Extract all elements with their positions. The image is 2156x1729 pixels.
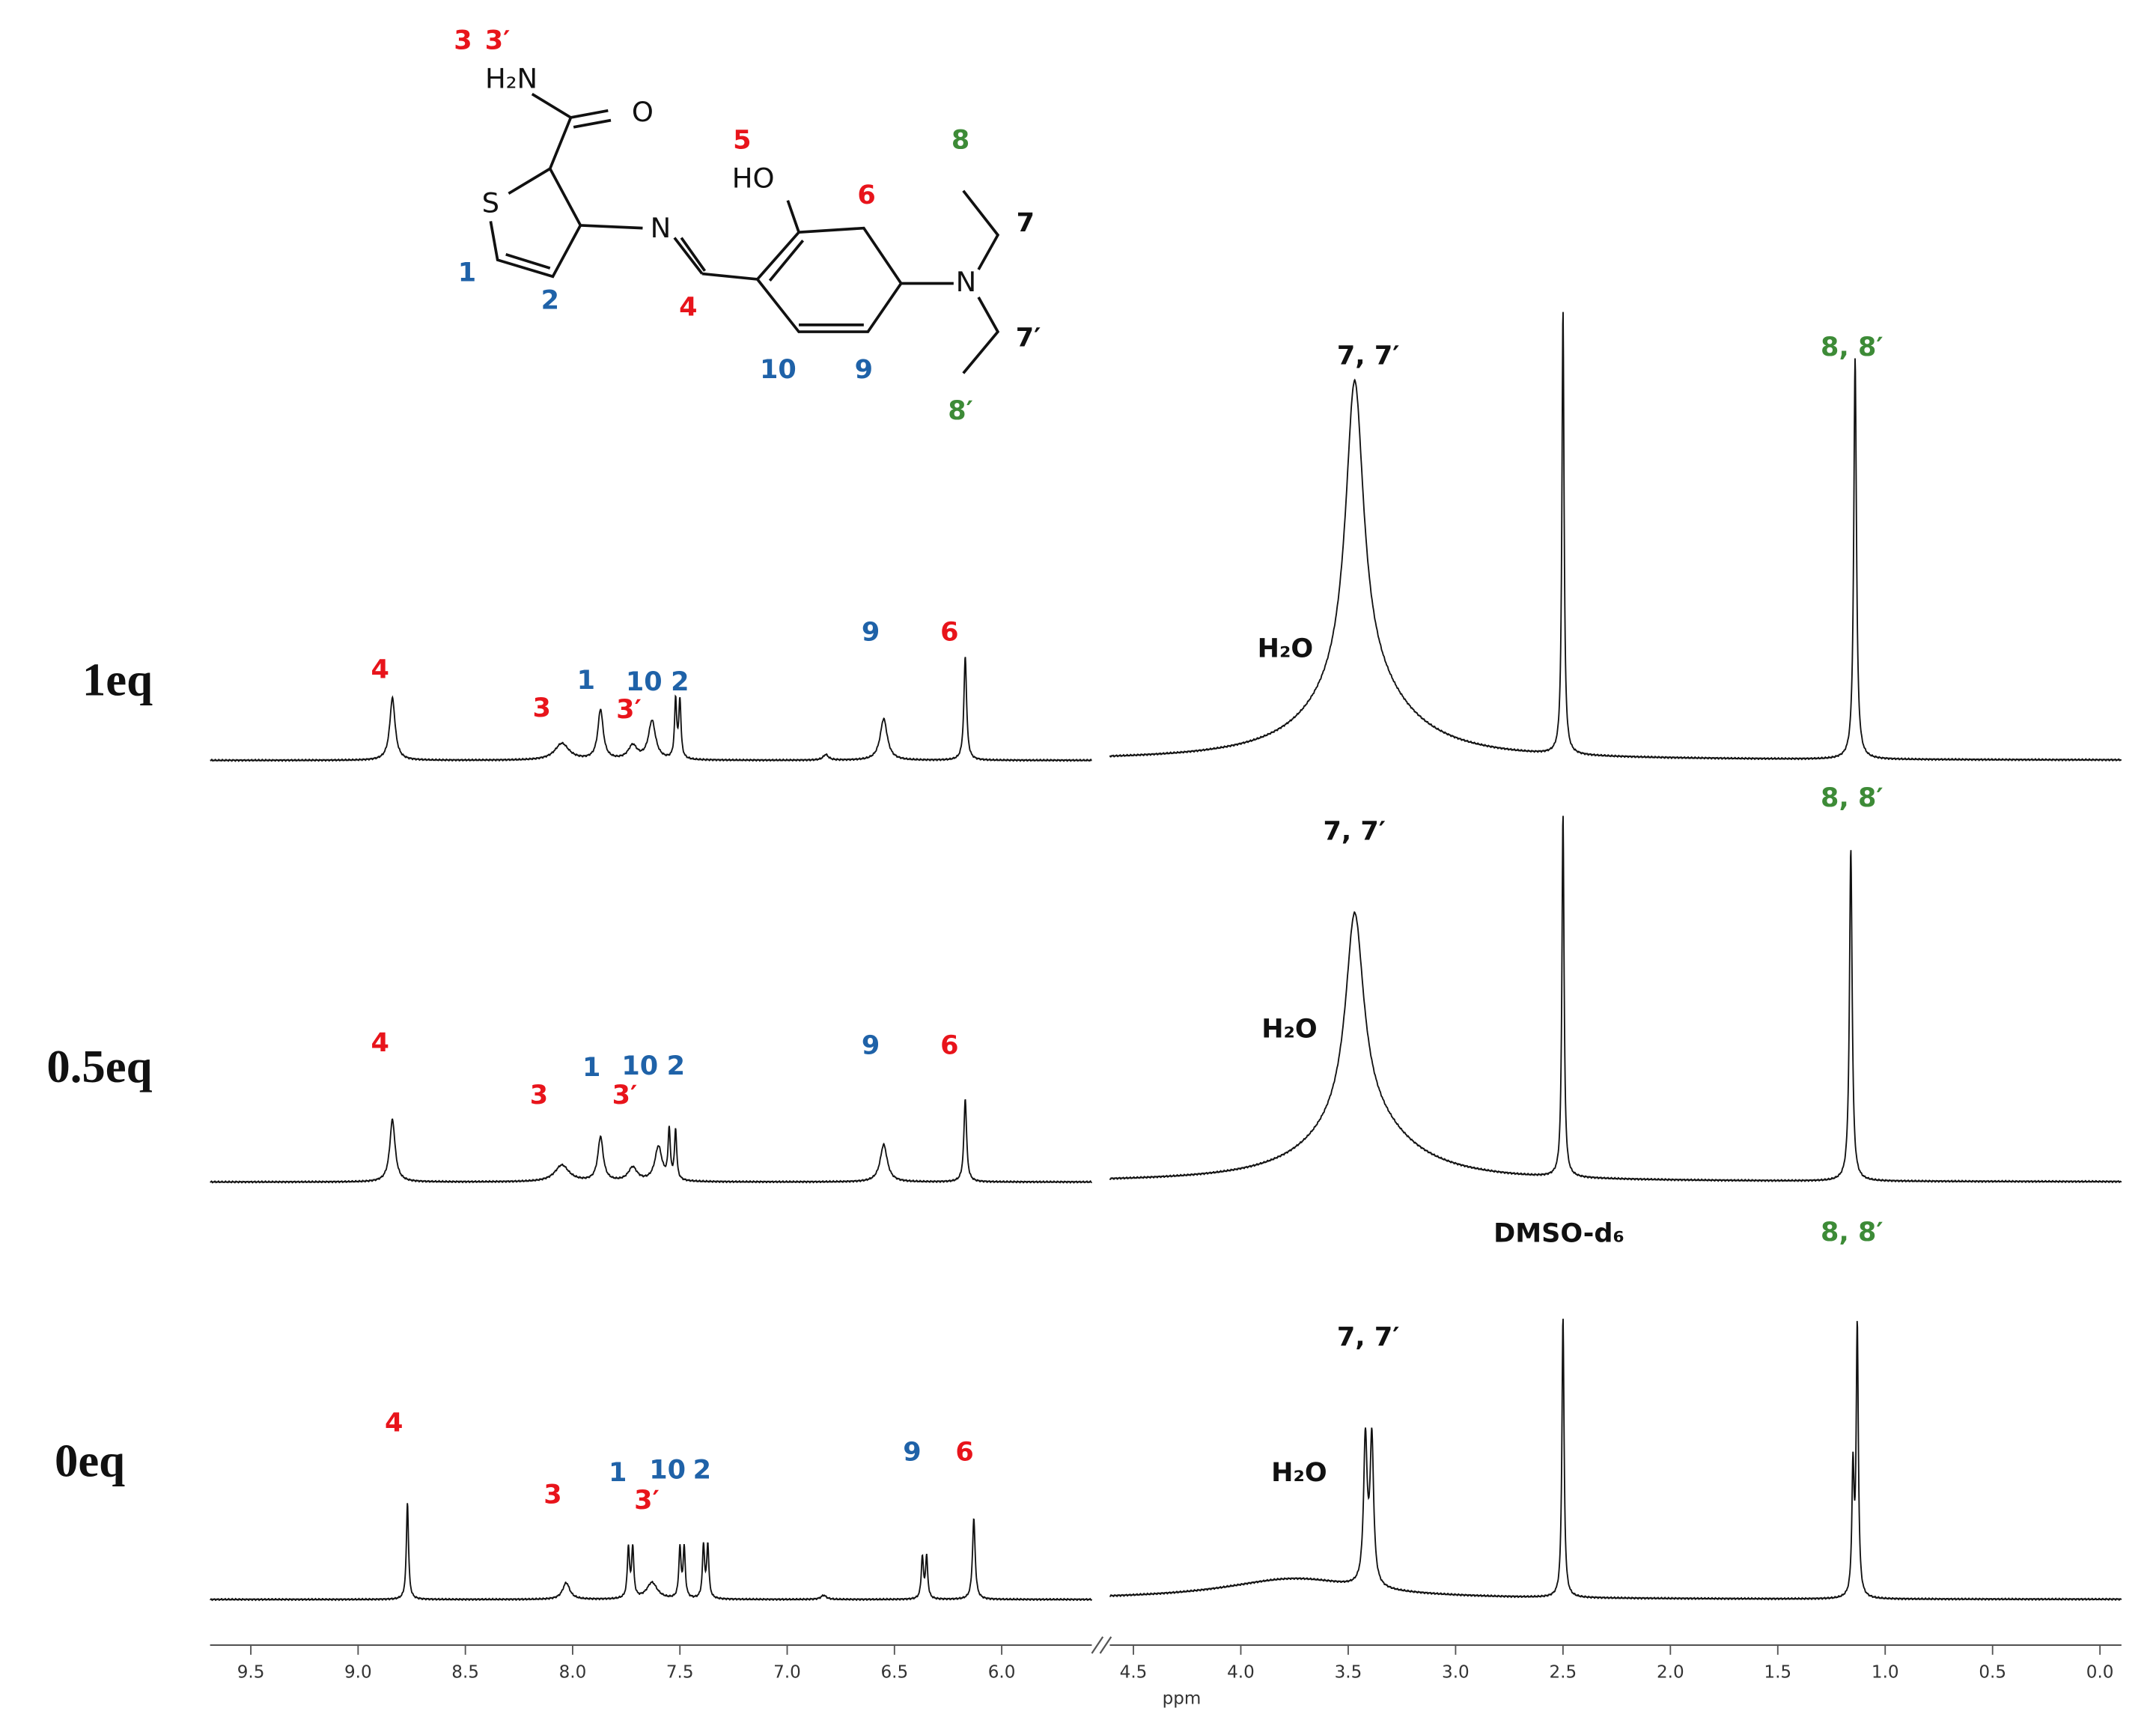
peak-label: 2 — [671, 666, 689, 697]
peak-label: H₂O — [1261, 1013, 1318, 1044]
spectrum-trace — [1109, 1319, 2122, 1602]
peak-label: 3 — [530, 1080, 548, 1110]
bonds — [489, 92, 1000, 374]
atom-number: 7′ — [1016, 322, 1041, 353]
peak-label: 10 — [626, 666, 663, 697]
x-tick-label: 8.5 — [451, 1662, 479, 1682]
structure: H₂N O S N HO N — [482, 63, 1000, 374]
peak-label: 3′ — [616, 694, 642, 725]
atom-number: 9 — [855, 354, 873, 385]
atom-label: N — [651, 212, 672, 244]
peak-label: 7, 7′ — [1337, 1322, 1400, 1352]
x-tick-label: 1.5 — [1764, 1662, 1791, 1682]
peak-label: 4 — [371, 1027, 389, 1058]
atom-number: 2 — [541, 285, 559, 315]
spectrum-name: 0eq — [55, 1434, 125, 1486]
peak-label: 8, 8′ — [1821, 332, 1884, 362]
peak-label: 9 — [903, 1436, 921, 1467]
peak-label: 6 — [940, 1030, 958, 1061]
peak-label: 10 — [649, 1454, 686, 1485]
peak-label: 6 — [940, 617, 958, 648]
peak-label: 1 — [582, 1052, 600, 1083]
x-tick-label: 4.0 — [1227, 1662, 1255, 1682]
peak-label: H₂O — [1271, 1457, 1327, 1488]
atom-number: 8 — [951, 124, 969, 155]
atom-number: 7 — [1017, 207, 1035, 238]
peak-label: DMSO-d₆ — [1493, 1218, 1624, 1249]
peak-label: 4 — [371, 654, 389, 684]
peak-label: 1 — [577, 665, 595, 696]
x-tick-label: 4.5 — [1120, 1662, 1148, 1682]
peak-label: 9 — [862, 1030, 880, 1061]
atom-label: S — [482, 187, 499, 219]
x-tick-label: 9.0 — [344, 1662, 372, 1682]
atom-label: HO — [732, 162, 775, 195]
peak-label: 3 — [532, 693, 550, 723]
spectrum-trace — [1109, 312, 2122, 762]
atom-label: O — [632, 96, 654, 128]
peak-label: 9 — [862, 617, 880, 648]
peak-label: H₂O — [1258, 633, 1314, 664]
x-tick-label: 0.5 — [1979, 1662, 2006, 1682]
peak-label: 3′ — [634, 1485, 660, 1516]
spectrum-trace — [210, 1503, 1093, 1602]
x-tick-label: 1.0 — [1872, 1662, 1899, 1682]
atom-number: 10 — [760, 354, 797, 385]
peak-label: 2 — [667, 1051, 685, 1081]
x-tick-label: 2.0 — [1657, 1662, 1684, 1682]
atom-number: 4 — [679, 292, 697, 323]
x-tick-label: 6.5 — [880, 1662, 908, 1682]
x-tick-label: 0.0 — [2086, 1662, 2114, 1682]
peak-label: 3 — [543, 1480, 561, 1510]
atom-label: N — [956, 266, 977, 298]
peak-label: 7, 7′ — [1337, 340, 1400, 371]
x-tick-label: 6.0 — [988, 1662, 1016, 1682]
peak-label: 10 — [621, 1051, 658, 1081]
atom-label: H₂N — [485, 63, 538, 95]
spectrum-trace — [210, 657, 1092, 762]
x-tick-label: 7.0 — [773, 1662, 801, 1682]
peak-label: 1 — [609, 1457, 627, 1488]
peak-label: 6 — [955, 1436, 973, 1467]
spectrum-name: 1eq — [82, 653, 153, 705]
x-tick-label: 8.0 — [559, 1662, 587, 1682]
peak-label: 8, 8′ — [1821, 1217, 1884, 1248]
atom-number: 5 — [733, 124, 751, 155]
x-tick-label: 2.5 — [1550, 1662, 1577, 1682]
atom-number: 3 — [454, 25, 472, 55]
x-tick-label: 9.5 — [237, 1662, 265, 1682]
peak-label: 7, 7′ — [1323, 815, 1386, 846]
spectrum-trace — [1109, 815, 2122, 1184]
atom-number: 1 — [458, 258, 476, 288]
atom-number: 3′ — [485, 25, 511, 55]
x-tick-label: 7.5 — [666, 1662, 694, 1682]
spectrum-trace — [210, 1099, 1093, 1184]
peak-label: 3′ — [612, 1080, 638, 1110]
x-tick-label: 3.0 — [1442, 1662, 1470, 1682]
axis-break — [1091, 1636, 1112, 1654]
spectrum-name: 0.5eq — [46, 1040, 152, 1093]
peak-label: 8, 8′ — [1821, 783, 1884, 813]
peak-label: 2 — [693, 1454, 711, 1485]
atom-number: 8′ — [948, 395, 973, 426]
x-tick-label: 3.5 — [1335, 1662, 1362, 1682]
atom-number: 6 — [857, 180, 875, 210]
x-axis-label: ppm — [1163, 1689, 1202, 1708]
peak-label: 4 — [385, 1408, 403, 1438]
